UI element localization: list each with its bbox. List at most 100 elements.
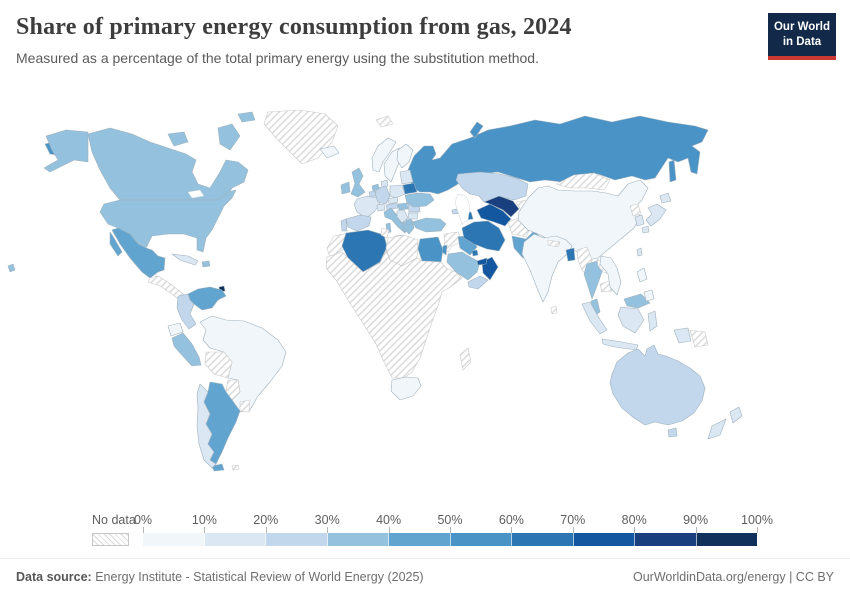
- country-austria[interactable]: [385, 202, 399, 211]
- country-falkland-islands[interactable]: [231, 464, 240, 471]
- country-canada[interactable]: [237, 111, 256, 123]
- country-spain[interactable]: [345, 214, 372, 232]
- country-syria-jordan[interactable]: [442, 231, 463, 253]
- country-czechia[interactable]: [387, 196, 399, 205]
- country-france[interactable]: [353, 195, 381, 219]
- country-tunisia[interactable]: [380, 227, 390, 239]
- country-saudi-arabia[interactable]: [446, 251, 481, 281]
- country-switzerland[interactable]: [376, 203, 386, 212]
- country-egypt[interactable]: [417, 236, 444, 263]
- country-colombia[interactable]: [176, 293, 197, 330]
- owid-logo[interactable]: Our World in Data: [768, 13, 836, 60]
- country-hungary[interactable]: [397, 202, 409, 211]
- country-turkey[interactable]: [411, 217, 447, 233]
- legend-bin-60-70%[interactable]: [512, 533, 574, 546]
- legend-bin-30-40%[interactable]: [327, 533, 389, 546]
- legend-bin-0-10%[interactable]: [143, 533, 205, 546]
- country-russia[interactable]: [407, 115, 709, 195]
- country-bulgaria[interactable]: [407, 212, 419, 220]
- legend-bin-50-60%[interactable]: [450, 533, 512, 546]
- country-australia[interactable]: [667, 427, 678, 438]
- country-norway[interactable]: [371, 137, 397, 173]
- country-ireland[interactable]: [340, 181, 351, 195]
- country-australia[interactable]: [609, 344, 706, 426]
- legend-bin-10-20%[interactable]: [204, 533, 266, 546]
- country-cuba[interactable]: [171, 253, 199, 266]
- country-mexico[interactable]: [109, 231, 123, 257]
- country-nepal[interactable]: [547, 239, 561, 248]
- country-bolivia[interactable]: [204, 351, 233, 379]
- country-madagascar[interactable]: [459, 347, 472, 371]
- country-paraguay[interactable]: [225, 379, 241, 401]
- country-mexico[interactable]: [111, 227, 166, 279]
- country-russia[interactable]: [469, 121, 484, 139]
- country-venezuela[interactable]: [187, 286, 227, 311]
- country-usa[interactable]: [7, 263, 16, 273]
- country-indonesia[interactable]: [673, 327, 692, 344]
- no-data-swatch[interactable]: [92, 533, 129, 546]
- country-finland[interactable]: [396, 143, 414, 169]
- country-yemen[interactable]: [467, 275, 489, 290]
- country-peru[interactable]: [171, 332, 202, 367]
- country-canada[interactable]: [87, 127, 249, 201]
- country-indonesia[interactable]: [601, 338, 639, 351]
- country-indonesia[interactable]: [581, 301, 608, 335]
- country-japan[interactable]: [659, 192, 672, 204]
- country-baltic-states[interactable]: [399, 169, 414, 185]
- country-indonesia[interactable]: [617, 306, 645, 334]
- country-taiwan[interactable]: [636, 247, 643, 257]
- country-uruguay[interactable]: [239, 399, 251, 413]
- country-philippines[interactable]: [643, 289, 655, 302]
- country-new-zealand[interactable]: [729, 406, 743, 424]
- country-chile[interactable]: [196, 383, 217, 469]
- country-united-arab-emirates[interactable]: [476, 257, 488, 266]
- country-cambodia[interactable]: [599, 280, 613, 293]
- country-greenland[interactable]: [263, 109, 339, 165]
- legend-bin-40-50%[interactable]: [389, 533, 451, 546]
- legend-bin-70-80%[interactable]: [573, 533, 635, 546]
- legend-bin-80-90%[interactable]: [635, 533, 697, 546]
- country-philippines[interactable]: [636, 267, 648, 283]
- country-ecuador[interactable]: [167, 322, 184, 337]
- country-sub-saharan-africa[interactable]: [325, 249, 463, 379]
- country-argentina[interactable]: [211, 463, 225, 472]
- country-sri-lanka[interactable]: [550, 305, 558, 315]
- country-united-kingdom[interactable]: [350, 167, 366, 198]
- country-south-korea[interactable]: [634, 214, 645, 227]
- country-south-africa[interactable]: [390, 376, 422, 401]
- country-vietnam[interactable]: [599, 255, 622, 296]
- country-belarus[interactable]: [402, 182, 418, 195]
- country-ukraine[interactable]: [404, 192, 435, 208]
- country-usa[interactable]: [43, 129, 89, 173]
- country-malaysia[interactable]: [623, 293, 651, 309]
- country-kuwait[interactable]: [471, 249, 479, 257]
- country-canada[interactable]: [217, 123, 241, 151]
- legend-bin-20-30%[interactable]: [266, 533, 328, 546]
- world-map[interactable]: [0, 100, 850, 510]
- country-japan[interactable]: [641, 225, 650, 234]
- country-kazakhstan[interactable]: [455, 171, 529, 203]
- country-iran[interactable]: [461, 220, 506, 252]
- country-dominican-republic[interactable]: [201, 260, 211, 268]
- country-algeria[interactable]: [341, 229, 388, 273]
- country-belgium[interactable]: [368, 190, 377, 198]
- country-new-zealand[interactable]: [707, 418, 727, 440]
- country-papua-new-guinea[interactable]: [689, 329, 709, 348]
- country-indonesia[interactable]: [647, 310, 658, 332]
- footer-link[interactable]: OurWorldinData.org/energy | CC BY: [632, 570, 834, 584]
- country-bangladesh[interactable]: [565, 247, 576, 262]
- country-russia[interactable]: [668, 159, 677, 183]
- country-india[interactable]: [521, 233, 573, 303]
- country-portugal[interactable]: [340, 218, 348, 232]
- country-denmark[interactable]: [380, 179, 389, 188]
- country-mongolia[interactable]: [555, 172, 611, 191]
- country-canada[interactable]: [167, 131, 189, 147]
- country-poland[interactable]: [389, 184, 406, 199]
- legend-bin-90-100%[interactable]: [696, 533, 757, 546]
- country-iceland[interactable]: [319, 145, 340, 159]
- country-turkey[interactable]: [405, 218, 413, 226]
- country-svalbard[interactable]: [375, 115, 394, 128]
- country-japan[interactable]: [645, 203, 667, 227]
- country-north-korea[interactable]: [629, 203, 642, 217]
- country-western-balkans[interactable]: [396, 209, 409, 224]
